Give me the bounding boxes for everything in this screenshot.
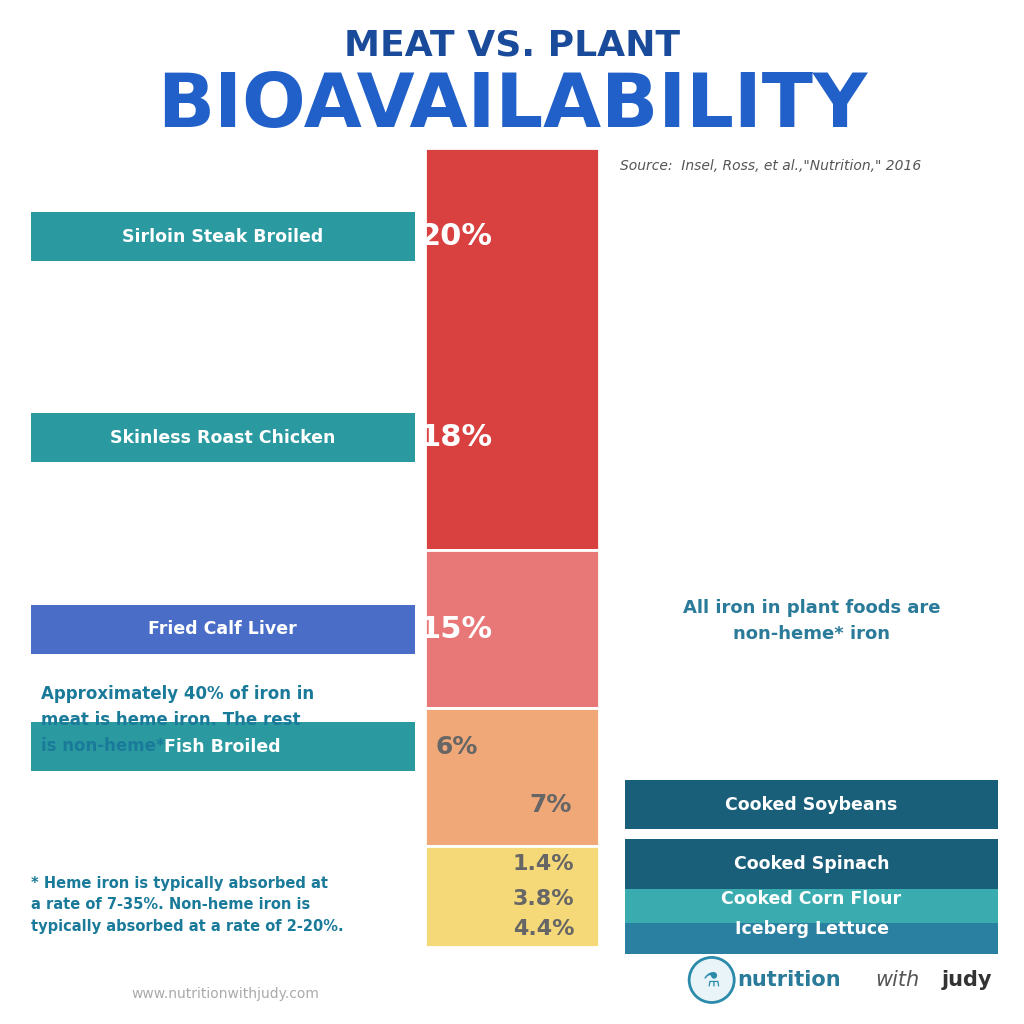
Bar xyxy=(425,550,599,709)
Text: Source:  Insel, Ross, et al.,"Nutrition," 2016: Source: Insel, Ross, et al.,"Nutrition,"… xyxy=(620,159,921,173)
Text: 1.4%: 1.4% xyxy=(513,854,574,874)
Text: Sirloin Steak Broiled: Sirloin Steak Broiled xyxy=(122,227,324,246)
Text: 7%: 7% xyxy=(529,793,571,816)
Text: 15%: 15% xyxy=(420,614,493,644)
Bar xyxy=(425,148,599,550)
Text: Fish Broiled: Fish Broiled xyxy=(165,738,281,756)
Bar xyxy=(625,780,998,829)
Bar xyxy=(31,212,415,261)
Bar xyxy=(425,709,599,846)
Text: Cooked Corn Flour: Cooked Corn Flour xyxy=(722,890,901,907)
Text: Approximately 40% of iron in
meat is heme iron. The rest
is non-heme*: Approximately 40% of iron in meat is hem… xyxy=(41,685,314,756)
Text: Skinless Roast Chicken: Skinless Roast Chicken xyxy=(110,428,336,446)
Text: Iceberg Lettuce: Iceberg Lettuce xyxy=(734,920,889,938)
Text: 4.4%: 4.4% xyxy=(513,919,574,939)
Text: Fried Calf Liver: Fried Calf Liver xyxy=(148,621,297,638)
Text: nutrition: nutrition xyxy=(737,970,841,990)
Bar xyxy=(625,840,998,889)
Bar xyxy=(425,846,599,947)
Text: with: with xyxy=(876,970,920,990)
Text: 18%: 18% xyxy=(420,423,493,452)
Bar xyxy=(31,604,415,653)
Text: All iron in plant foods are
non-heme* iron: All iron in plant foods are non-heme* ir… xyxy=(683,599,940,643)
Bar xyxy=(625,873,998,923)
Text: MEAT VS. PLANT: MEAT VS. PLANT xyxy=(344,29,680,62)
Text: 6%: 6% xyxy=(435,735,477,759)
Bar xyxy=(625,904,998,953)
Bar xyxy=(31,413,415,462)
Bar xyxy=(31,722,415,771)
Text: www.nutritionwithjudy.com: www.nutritionwithjudy.com xyxy=(131,987,319,1001)
Text: ⚗: ⚗ xyxy=(702,971,721,989)
Text: BIOAVAILABILITY: BIOAVAILABILITY xyxy=(157,70,867,142)
Circle shape xyxy=(689,957,734,1002)
Text: 20%: 20% xyxy=(420,222,493,251)
Text: judy: judy xyxy=(942,970,992,990)
Text: Cooked Spinach: Cooked Spinach xyxy=(734,855,889,873)
Text: 3.8%: 3.8% xyxy=(513,889,574,908)
Text: Cooked Soybeans: Cooked Soybeans xyxy=(725,796,898,814)
Text: * Heme iron is typically absorbed at
a rate of 7-35%. Non-heme iron is
typically: * Heme iron is typically absorbed at a r… xyxy=(31,876,343,934)
